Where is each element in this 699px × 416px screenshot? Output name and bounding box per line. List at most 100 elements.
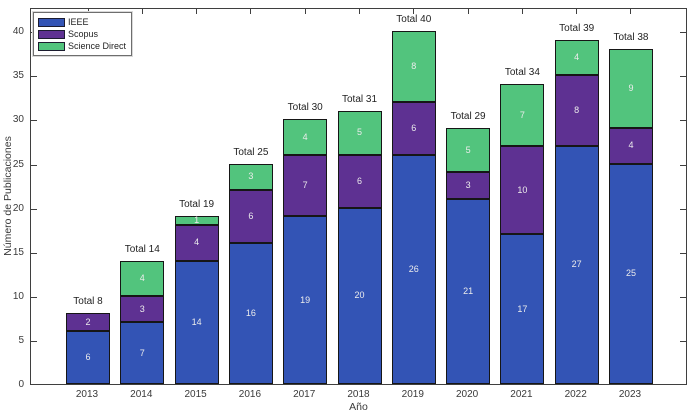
bar-value-label: 6 <box>356 175 362 186</box>
y-tick-label: 30 <box>12 114 24 126</box>
y-tick-mark-right <box>680 296 686 298</box>
y-tick-mark-left <box>31 340 37 342</box>
legend-item-ieee: IEEE <box>38 16 126 28</box>
bar-value-label: 4 <box>574 52 580 63</box>
y-tick-label: 5 <box>18 334 24 346</box>
x-tick-mark-top <box>467 9 469 14</box>
bar-segment: 27 <box>554 145 599 384</box>
bar-segment: 4 <box>283 119 328 155</box>
y-tick-mark-right <box>680 120 686 122</box>
y-tick-label: 15 <box>12 246 24 258</box>
bar-segment: 4 <box>174 225 219 261</box>
bar-segment: 21 <box>446 198 491 384</box>
bar-total-label: Total 29 <box>450 111 486 123</box>
bar-total-label: Total 14 <box>124 243 160 255</box>
bar-segment: 8 <box>554 75 599 146</box>
x-tick-mark-top <box>141 9 143 14</box>
bar-segment: 7 <box>500 84 545 146</box>
bar-segment: 19 <box>283 216 328 384</box>
bar-value-label: 8 <box>574 105 580 116</box>
bar-value-label: 9 <box>628 83 634 94</box>
y-tick-mark-right <box>680 208 686 210</box>
bar-value-label: 14 <box>191 316 202 327</box>
y-tick-label: 25 <box>12 158 24 170</box>
bar-value-label: 3 <box>465 180 471 191</box>
bar-segment: 26 <box>391 154 436 384</box>
bar-value-label: 5 <box>356 127 362 138</box>
bar-segment: 2 <box>66 313 110 332</box>
legend-item-science-direct: Science Direct <box>38 40 126 52</box>
bar-value-label: 19 <box>300 294 311 305</box>
bar-segment: 4 <box>554 40 599 76</box>
bar-value-label: 4 <box>628 140 634 151</box>
bar-value-label: 5 <box>465 144 471 155</box>
y-tick-label: 10 <box>12 290 24 302</box>
bar-segment: 25 <box>608 163 653 384</box>
y-tick-mark-right <box>680 164 686 166</box>
bar-value-label: 26 <box>408 263 419 274</box>
legend-swatch-ieee-icon <box>38 17 65 27</box>
x-tick-label: 2016 <box>238 389 262 400</box>
y-tick-mark-left <box>31 76 37 78</box>
bar-segment: 6 <box>391 101 436 155</box>
legend-label-scopus: Scopus <box>68 29 99 39</box>
x-tick-mark-top <box>521 9 523 14</box>
bar-value-label: 3 <box>139 303 145 314</box>
bar-total-label: Total 30 <box>287 102 323 114</box>
bar-value-label: 6 <box>85 352 91 363</box>
bar-segment: 4 <box>120 260 165 296</box>
bar-value-label: 25 <box>625 268 636 279</box>
y-tick-label: 40 <box>12 26 24 38</box>
legend-label-science-direct: Science Direct <box>68 41 127 51</box>
bar-segment: 6 <box>337 154 382 208</box>
bar-segment: 8 <box>391 31 436 102</box>
legend-item-scopus: Scopus <box>38 28 126 40</box>
y-tick-mark-right <box>680 340 686 342</box>
bar-total-label: Total 8 <box>73 296 103 308</box>
x-tick-mark-top <box>304 9 306 14</box>
legend: IEEE Scopus Science Direct <box>33 12 133 56</box>
y-tick-mark-right <box>680 32 686 34</box>
x-tick-mark-top <box>630 9 632 14</box>
bar-segment: 5 <box>337 110 382 155</box>
x-axis-title: Año <box>349 401 368 413</box>
y-tick-mark-right <box>680 76 686 78</box>
bar-value-label: 6 <box>248 210 254 221</box>
bar-total-label: Total 25 <box>233 146 269 158</box>
x-tick-label: 2021 <box>510 389 533 400</box>
x-tick-label: 2013 <box>75 389 99 400</box>
x-tick-label: 2015 <box>184 389 207 400</box>
legend-swatch-science-direct-icon <box>38 41 65 51</box>
bar-segment: 20 <box>337 207 382 384</box>
bar-segment: 16 <box>228 242 273 384</box>
bar-segment: 3 <box>120 295 165 323</box>
y-tick-mark-left <box>31 120 37 122</box>
x-tick-mark-top <box>359 9 360 14</box>
y-tick-mark-right <box>680 252 686 254</box>
x-tick-label: 2014 <box>130 389 153 400</box>
y-tick-mark-left <box>31 296 37 298</box>
bar-value-label: 8 <box>411 61 417 72</box>
x-tick-label: 2022 <box>564 389 587 400</box>
bar-total-label: Total 19 <box>179 199 215 211</box>
bar-segment: 3 <box>228 163 273 190</box>
bar-value-label: 20 <box>354 290 365 301</box>
bar-value-label: 6 <box>411 122 417 133</box>
bar-value-label: 16 <box>245 307 256 318</box>
x-tick-mark-top <box>250 9 252 14</box>
y-tick-mark-left <box>31 208 37 210</box>
bar-value-label: 1 <box>194 215 200 226</box>
bar-value-label: 2 <box>85 316 91 327</box>
bar-value-label: 4 <box>302 131 308 142</box>
bar-segment: 7 <box>120 322 165 384</box>
legend-swatch-scopus-icon <box>38 29 65 39</box>
bar-total-label: Total 38 <box>613 31 649 43</box>
x-tick-label: 2017 <box>293 389 316 400</box>
y-tick-label: 0 <box>18 379 24 390</box>
bar-segment: 4 <box>608 128 653 164</box>
bar-segment: 14 <box>174 260 219 384</box>
bar-total-label: Total 34 <box>504 67 540 79</box>
bar-value-label: 3 <box>248 171 254 182</box>
bar-segment: 17 <box>500 234 545 384</box>
